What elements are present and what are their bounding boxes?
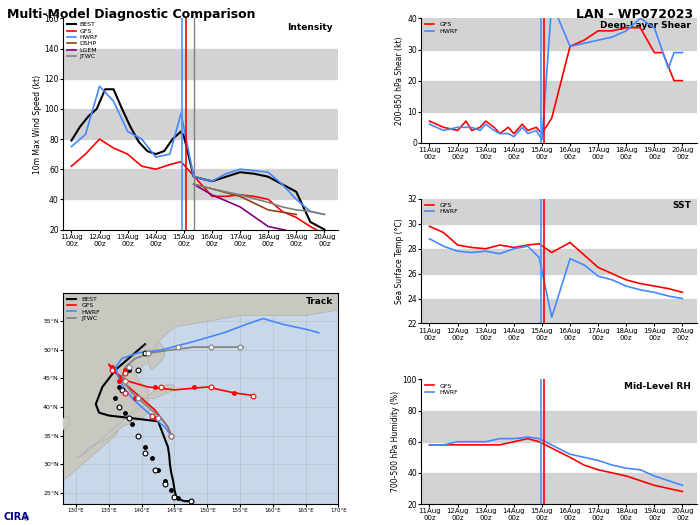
Text: ®: ®	[23, 517, 30, 522]
Polygon shape	[141, 384, 174, 398]
Text: SST: SST	[672, 202, 691, 211]
Polygon shape	[63, 293, 338, 504]
Text: Intensity: Intensity	[287, 23, 333, 32]
Text: CIRA: CIRA	[4, 512, 29, 522]
Polygon shape	[76, 404, 151, 458]
Bar	[421, 411, 696, 442]
Legend: BEST, GFS, HWRF, JTWC: BEST, GFS, HWRF, JTWC	[66, 296, 101, 321]
Polygon shape	[50, 416, 69, 441]
Text: Track: Track	[306, 297, 333, 306]
Legend: BEST, GFS, HWRF, DSHP, LGEM, JTWC: BEST, GFS, HWRF, DSHP, LGEM, JTWC	[66, 22, 99, 60]
Polygon shape	[148, 341, 164, 370]
Bar	[63, 48, 338, 79]
Legend: GFS, HWRF: GFS, HWRF	[424, 383, 458, 395]
Legend: GFS, HWRF: GFS, HWRF	[424, 202, 458, 215]
Text: LAN - WP072023: LAN - WP072023	[576, 8, 693, 21]
Bar	[63, 109, 338, 139]
Bar	[421, 299, 696, 323]
Text: Mid-Level RH: Mid-Level RH	[624, 382, 691, 391]
Bar	[421, 18, 696, 49]
Text: Multi-Model Diagnostic Comparison: Multi-Model Diagnostic Comparison	[7, 8, 256, 21]
Text: Deep-Layer Shear: Deep-Layer Shear	[600, 21, 691, 30]
Y-axis label: 10m Max Wind Speed (kt): 10m Max Wind Speed (kt)	[33, 75, 41, 173]
Bar	[421, 249, 696, 274]
Legend: GFS, HWRF: GFS, HWRF	[424, 22, 458, 35]
Y-axis label: 700-500 hPa Humidity (%): 700-500 hPa Humidity (%)	[391, 391, 400, 492]
Bar	[63, 169, 338, 200]
Y-axis label: Sea Surface Temp (°C): Sea Surface Temp (°C)	[395, 218, 405, 304]
Bar	[421, 199, 696, 224]
Y-axis label: 200-850 hPa Shear (kt): 200-850 hPa Shear (kt)	[395, 36, 405, 125]
Bar	[421, 81, 696, 112]
Bar	[421, 473, 696, 504]
